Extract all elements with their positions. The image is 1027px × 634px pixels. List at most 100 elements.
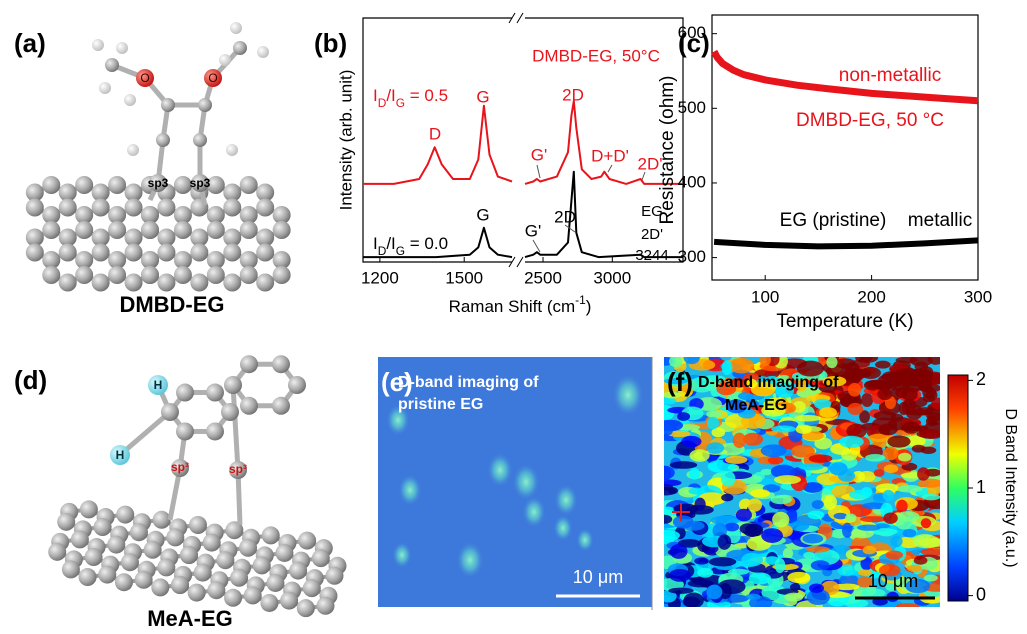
- heatmap-spot: [670, 544, 688, 559]
- carbon-atom: [240, 355, 258, 373]
- carbon-atom: [194, 564, 212, 582]
- heatmap-spot: [688, 487, 705, 494]
- carbon-atom: [253, 556, 271, 574]
- heatmap-spot: [746, 594, 761, 600]
- carbon-atom: [207, 221, 225, 239]
- text-part: G: [396, 96, 405, 110]
- heatmap-spot: [725, 456, 747, 464]
- carbon-atom: [85, 548, 103, 566]
- heatmap-spot: [875, 361, 891, 369]
- panel-label: (f): [667, 367, 693, 397]
- heatmap-spot: [896, 511, 920, 521]
- peak-label: G: [476, 205, 489, 224]
- heatmap-spot: [898, 485, 923, 493]
- heatmap-spot: [673, 515, 694, 528]
- hydrogen-atom: [127, 144, 139, 156]
- carbon-atom: [157, 274, 175, 292]
- carbon-atom: [188, 584, 206, 602]
- carbon-atom: [92, 199, 110, 217]
- carbon-atom: [75, 221, 93, 239]
- carbon-atom: [223, 199, 241, 217]
- heatmap-spot: [694, 557, 709, 564]
- heatmap-spot: [775, 558, 786, 573]
- carbon-atom: [303, 579, 321, 597]
- carbon-atom: [280, 592, 298, 610]
- carbon-atom: [240, 176, 258, 194]
- atom-label: H: [154, 378, 163, 392]
- heatmap-spot: [921, 548, 946, 556]
- heatmap-spot: [774, 475, 801, 484]
- heatmap-spot: [848, 403, 864, 415]
- heatmap-spot: [783, 548, 793, 559]
- hydrogen-atom: [230, 22, 242, 34]
- data-line: [714, 240, 978, 246]
- peak-label: G': [525, 221, 541, 240]
- carbon-atom: [42, 221, 60, 239]
- carbon-atom: [260, 594, 278, 612]
- heatmap-spot: [512, 463, 540, 501]
- carbon-atom: [256, 244, 274, 262]
- heatmap-spot: [706, 585, 722, 600]
- text-part: /I: [386, 86, 395, 105]
- carbon-atom: [176, 422, 194, 440]
- heatmap-spot: [657, 515, 672, 524]
- heatmap-spot: [902, 422, 920, 434]
- carbon-atom: [105, 58, 119, 72]
- carbon-atom: [272, 355, 290, 373]
- heatmap-spot: [803, 534, 824, 544]
- caption: MeA-EG: [147, 606, 233, 631]
- hydrogen-atom: [226, 144, 238, 156]
- heatmap-spot: [553, 515, 573, 542]
- heatmap-spot: [860, 516, 886, 522]
- peak-label: G': [531, 145, 547, 164]
- carbon-atom: [216, 551, 234, 569]
- heatmap-spot: [809, 454, 833, 462]
- y-axis-label: Resistance (ohm): [657, 76, 678, 225]
- heatmap-spot: [919, 377, 933, 391]
- carbon-atom: [108, 266, 126, 284]
- carbon-atom: [116, 506, 134, 524]
- carbon-atom: [121, 553, 139, 571]
- carbon-atom: [203, 534, 221, 552]
- heatmap-spot: [771, 495, 792, 504]
- heatmap-spot: [907, 409, 931, 415]
- heatmap-spot: [890, 536, 902, 547]
- carbon-atom: [141, 221, 159, 239]
- carbon-atom: [156, 133, 170, 147]
- hydrogen-atom: [124, 94, 136, 106]
- composite-text: ID/IG = 0.0: [373, 234, 448, 258]
- carbon-atom: [230, 569, 248, 587]
- heatmap-spot: [750, 489, 770, 497]
- heatmap-spot: [669, 356, 683, 367]
- carbon-atom: [206, 422, 224, 440]
- heatmap-spot: [745, 524, 763, 537]
- atom-label: O: [140, 71, 149, 85]
- colorbar: [948, 375, 968, 601]
- heatmap-spot: [722, 360, 733, 375]
- y-tick-label: 500: [678, 98, 706, 117]
- curve-label: metallic: [908, 210, 972, 231]
- carbon-atom: [256, 274, 274, 292]
- carbon-atom: [42, 266, 60, 284]
- carbon-atom: [48, 543, 66, 561]
- heatmap-spot: [656, 479, 682, 486]
- heatmap-spot: [709, 557, 736, 566]
- carbon-atom: [57, 513, 75, 531]
- y-tick-label: 600: [678, 23, 706, 42]
- carbon-atom: [207, 581, 225, 599]
- carbon-atom: [298, 532, 316, 550]
- heatmap-spot: [845, 514, 856, 522]
- heatmap-spot: [887, 436, 910, 448]
- x-tick-label: 2500: [524, 268, 562, 287]
- heatmap-spot: [668, 588, 693, 594]
- carbon-atom: [108, 221, 126, 239]
- heatmap-spot: [919, 429, 943, 439]
- heatmap-spot: [733, 433, 746, 448]
- caption: DMBD-EG: [119, 292, 224, 317]
- carbon-atom: [75, 176, 93, 194]
- colorbar-label: D Band Intensity (a.u.): [1002, 408, 1019, 567]
- carbon-atom: [316, 597, 334, 615]
- heatmap-spot: [923, 394, 935, 403]
- carbon-atom: [297, 599, 315, 617]
- carbon-atom: [180, 546, 198, 564]
